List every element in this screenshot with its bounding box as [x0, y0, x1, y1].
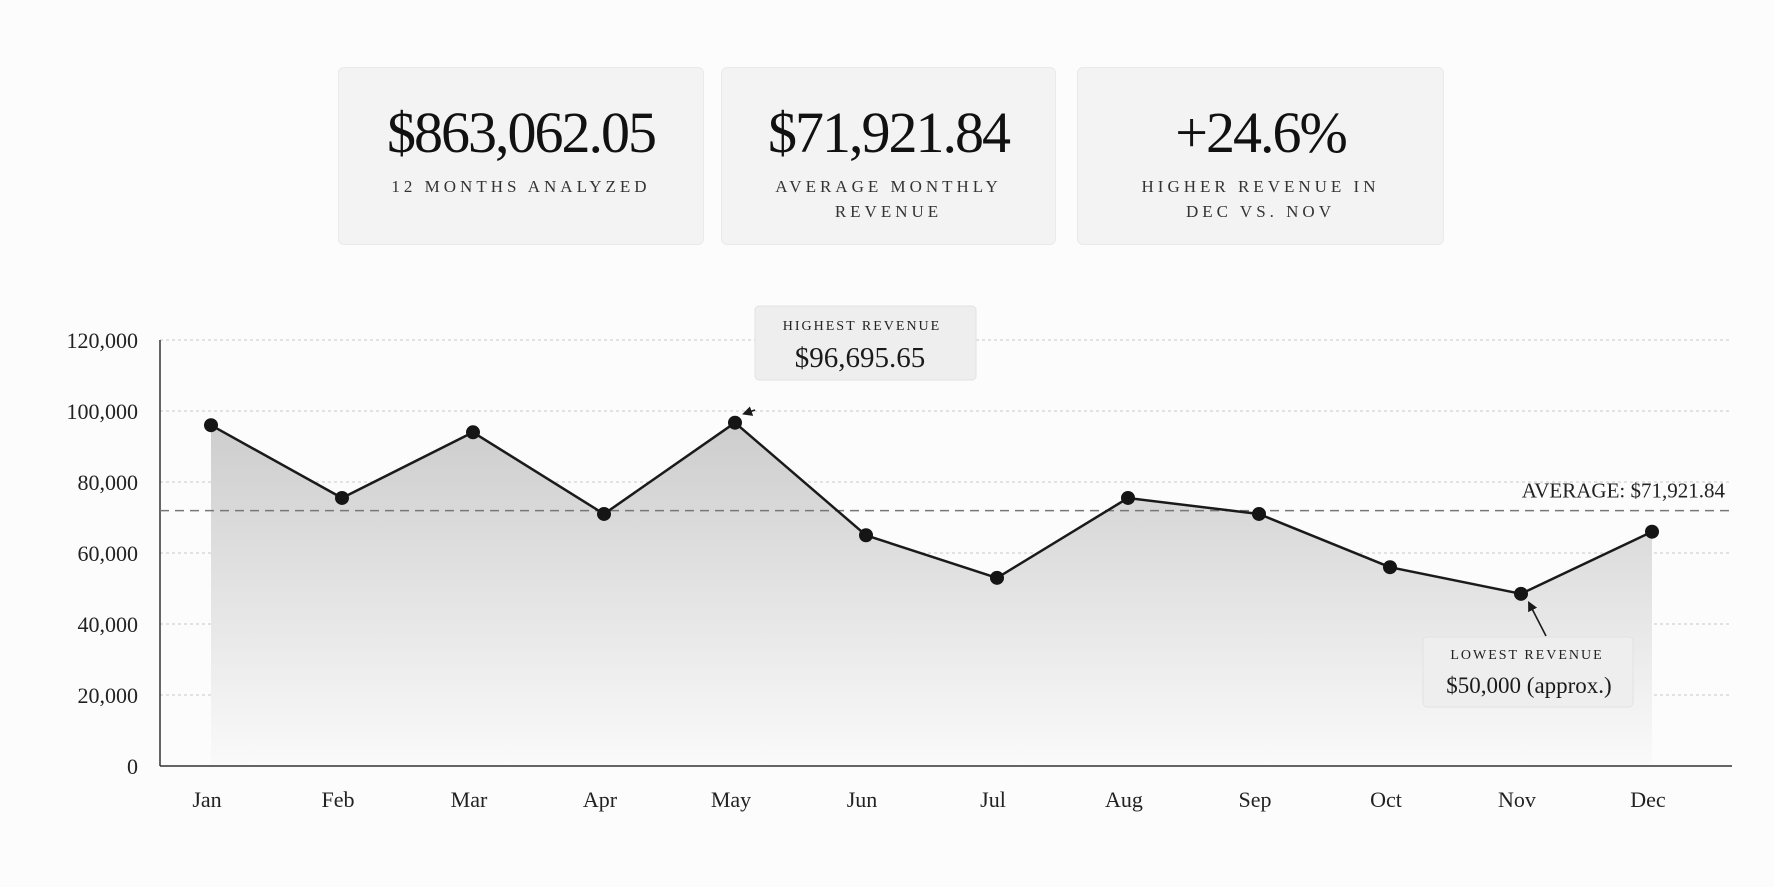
data-point-aug — [1121, 490, 1135, 505]
revenue-area-fill — [211, 422, 1652, 766]
revenue-series-line — [210, 421, 1653, 596]
data-point-oct — [1383, 560, 1397, 575]
y-tick-label: 100,000 — [67, 399, 139, 424]
callout-highest: HIGHEST REVENUE $96,695.65 — [742, 305, 977, 416]
callout-arrow — [1528, 601, 1547, 637]
stat-label-change: HIGHER REVENUE IN DEC VS. NOV — [1141, 177, 1380, 221]
x-tick-label: Jan — [192, 787, 221, 812]
callout-box — [754, 305, 977, 381]
y-tick-label: 80,000 — [78, 470, 139, 495]
data-point-jun — [859, 528, 873, 543]
stat-value-change: +24.6% — [1175, 100, 1348, 165]
callout-arrow — [742, 406, 756, 416]
data-point-sep — [1252, 506, 1266, 521]
callouts: HIGHEST REVENUE $96,695.65 LOWEST REVENUE $… — [742, 305, 1634, 708]
x-tick-label: Nov — [1498, 787, 1536, 812]
data-point-may — [728, 415, 742, 430]
x-tick-label: Aug — [1105, 787, 1143, 812]
stat-label-total: 12 MONTHS ANALYZED — [391, 177, 651, 196]
x-tick-label: Mar — [451, 787, 488, 812]
y-tick-label: 20,000 — [78, 683, 139, 708]
x-tick-label: Apr — [583, 787, 618, 812]
x-tick-label: May — [711, 787, 751, 812]
callout-box — [1422, 636, 1634, 708]
data-point-jan — [204, 418, 218, 433]
data-point-mar — [466, 425, 480, 440]
callout-value: $50,000 (approx.) — [1446, 673, 1611, 698]
y-tick-label: 120,000 — [67, 328, 139, 353]
data-point-dec — [1645, 524, 1659, 539]
x-tick-labels: Jan Feb Mar Apr May Jun Jul Aug Sep Oct Nov Dec — [192, 787, 1666, 812]
data-point-jul — [990, 570, 1004, 585]
average-line-group: AVERAGE: $71,921.84 — [160, 479, 1732, 512]
stat-card-average: $71,921.84 AVERAGE MONTHLY REVENUE — [721, 67, 1056, 245]
y-tick-labels: 0 20,000 40,000 60,000 80,000 100,000 120,000 — [67, 328, 139, 779]
x-tick-label: Jun — [847, 787, 878, 812]
x-tick-label: Feb — [322, 787, 355, 812]
callout-lowest: LOWEST REVENUE $50,000 (approx.) — [1422, 601, 1634, 708]
x-tick-label: Oct — [1370, 787, 1402, 812]
axes — [159, 340, 1732, 767]
summary-stats: $863,062.05 12 MONTHS ANALYZED $71,921.8… — [0, 0, 1774, 250]
callout-title: HIGHEST REVENUE — [783, 319, 941, 334]
stat-value-total: $863,062.05 — [387, 100, 657, 165]
y-tick-label: 40,000 — [78, 612, 139, 637]
callout-value: $96,695.65 — [795, 342, 926, 374]
y-tick-label: 60,000 — [78, 541, 139, 566]
x-tick-label: Sep — [1239, 787, 1272, 812]
average-label: AVERAGE: $71,921.84 — [1522, 479, 1726, 503]
y-tick-label: 0 — [127, 754, 138, 779]
stat-label-average: AVERAGE MONTHLY REVENUE — [775, 177, 1002, 221]
data-point-feb — [335, 490, 349, 505]
stat-card-total: $863,062.05 12 MONTHS ANALYZED — [338, 67, 704, 245]
data-markers — [204, 415, 1659, 601]
data-point-apr — [597, 506, 611, 521]
stat-card-change: +24.6% HIGHER REVENUE IN DEC VS. NOV — [1077, 67, 1444, 245]
data-point-nov — [1514, 586, 1528, 601]
x-tick-label: Jul — [980, 787, 1006, 812]
callout-title: LOWEST REVENUE — [1450, 648, 1603, 663]
x-tick-label: Dec — [1630, 787, 1666, 812]
stat-value-average: $71,921.84 — [768, 100, 1011, 165]
